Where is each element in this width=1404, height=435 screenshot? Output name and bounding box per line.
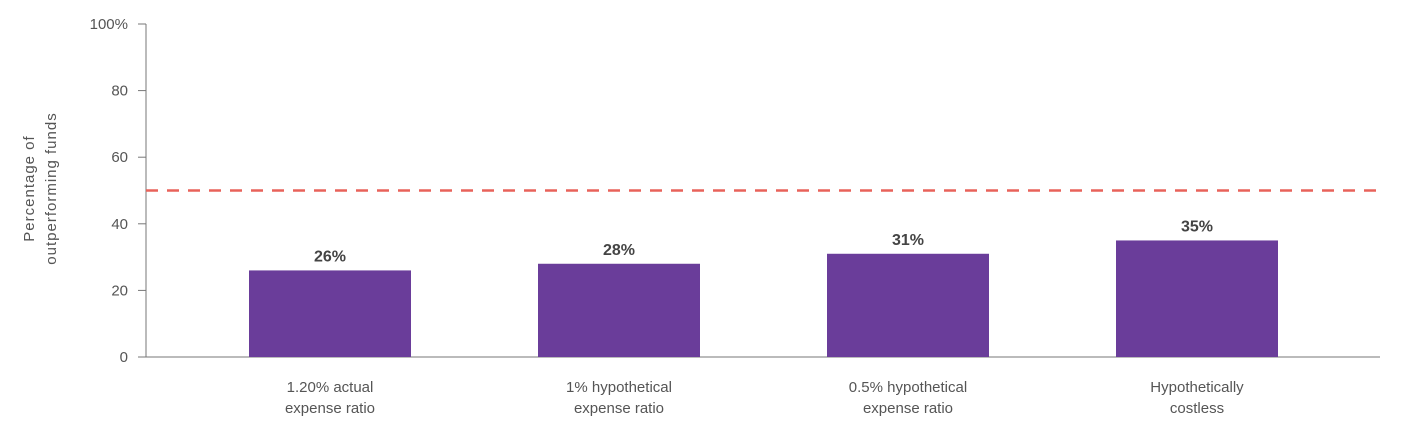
bar-value-label: 28% <box>603 242 635 259</box>
y-tick-label: 60 <box>111 149 128 166</box>
y-tick-label: 0 <box>120 349 128 366</box>
bar <box>1116 240 1278 357</box>
category-label-line: 1% hypothetical <box>566 379 672 396</box>
category-label-line: 1.20% actual <box>287 379 374 396</box>
y-tick-label: 40 <box>111 216 128 233</box>
bar <box>538 263 700 357</box>
y-axis-title-line: Percentage of <box>21 135 38 241</box>
category-label-line: 0.5% hypothetical <box>849 379 967 396</box>
y-tick-label: 100% <box>90 16 128 33</box>
category-label-line: costless <box>1170 400 1224 417</box>
bars <box>249 240 1278 357</box>
y-axis-ticks: 0 20 40 60 80 100% <box>90 16 146 366</box>
category-label-line: expense ratio <box>863 400 953 417</box>
category-labels: 1.20% actual expense ratio 1% hypothetical… <box>285 379 1244 417</box>
category-label-line: expense ratio <box>574 400 664 417</box>
category-label-line: Hypothetically <box>1150 379 1244 396</box>
bar-value-label: 35% <box>1181 218 1213 235</box>
y-tick-label: 80 <box>111 83 128 100</box>
bar-value-label: 31% <box>892 232 924 249</box>
y-axis-title-line: outperforming funds <box>43 112 60 264</box>
bar <box>827 253 989 357</box>
y-axis-title: Percentage of outperforming funds <box>21 112 60 264</box>
value-labels: 26% 28% 31% 35% <box>314 218 1213 265</box>
bar-value-label: 26% <box>314 248 346 265</box>
bar <box>249 270 411 357</box>
y-tick-label: 20 <box>111 282 128 299</box>
category-label-line: expense ratio <box>285 400 375 417</box>
